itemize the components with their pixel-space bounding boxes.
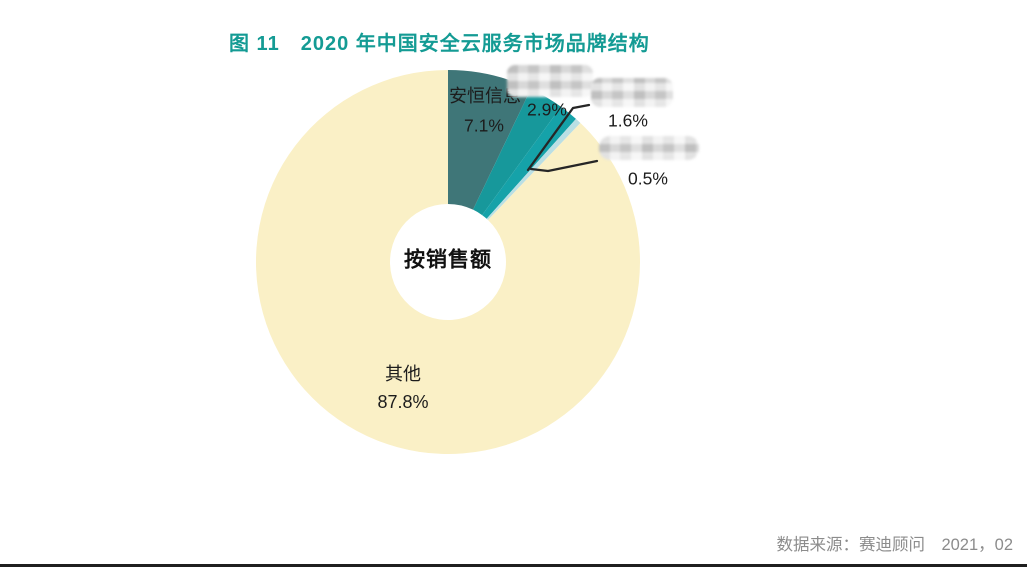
leader-line-1 [526,103,591,172]
page-bottom-rule [0,564,1027,567]
slice-value-anheng: 7.1% [464,115,504,136]
slice-value-3: 1.6% [608,110,648,131]
redacted-brand-name-1 [507,65,593,97]
donut-center-label: 按销售额 [404,248,492,272]
redacted-brand-name-2 [591,78,673,107]
slice-value-others: 87.8% [377,392,429,412]
redacted-brand-name-3 [599,136,699,160]
data-source-note: 数据来源：赛迪顾问 2021，02 [776,536,1013,554]
pie-slice-其他 [255,70,640,454]
slice-name-anheng: 安恒信息 [449,86,521,106]
pie-slice-2.9% [473,88,561,216]
slice-name-others: 其他 [385,364,421,384]
slice-value-2: 2.9% [527,99,567,120]
figure-title: 图 11 2020 年中国安全云服务市场品牌结构 [229,33,650,55]
slice-value-4: 0.5% [628,168,668,189]
pie-slice-安恒信息 [448,70,531,210]
leader-line-2 [529,159,599,173]
